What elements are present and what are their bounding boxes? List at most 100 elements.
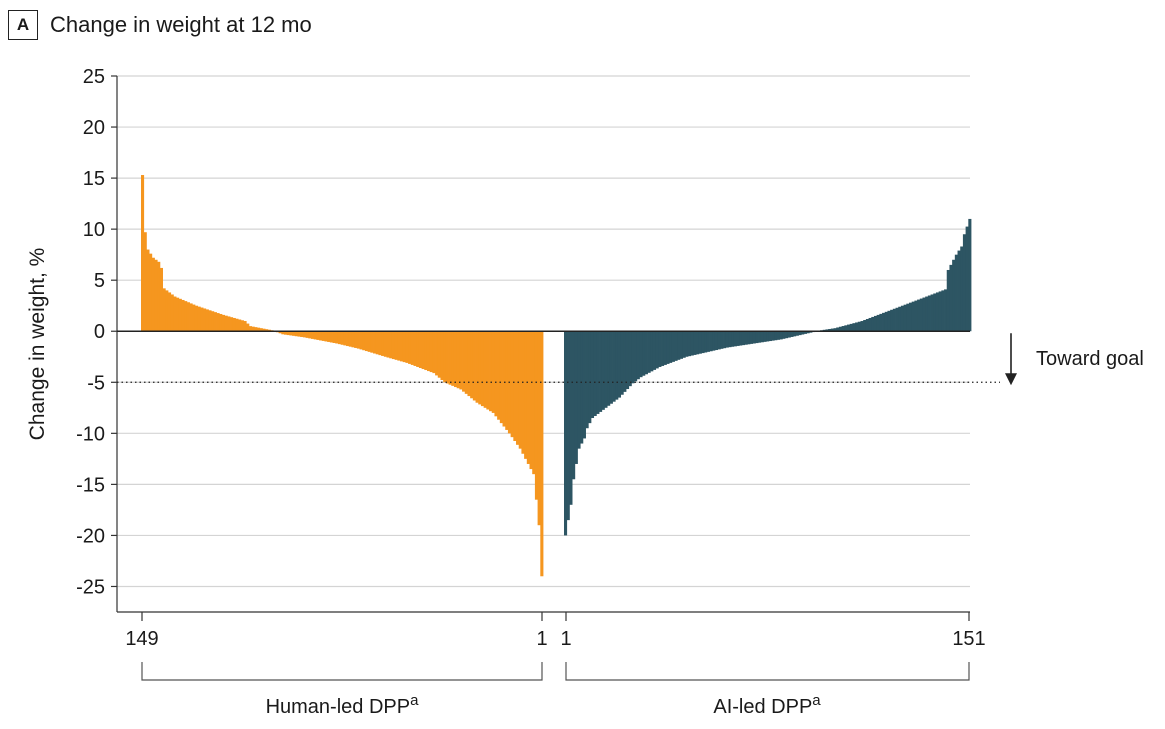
- human-bar: [532, 331, 536, 475]
- human-bar: [157, 261, 161, 332]
- ai-bar: [566, 331, 570, 521]
- human-bar: [159, 267, 163, 332]
- human-bar: [540, 331, 544, 577]
- ai-bar: [935, 292, 940, 332]
- x-tick-label: 151: [952, 628, 985, 650]
- ai-bar: [607, 331, 611, 406]
- human-bar: [332, 331, 336, 343]
- ai-bar: [741, 331, 745, 346]
- human-bar: [262, 328, 266, 332]
- ai-bar: [952, 259, 956, 332]
- y-tick-label: 0: [94, 321, 105, 343]
- ai-bar: [758, 331, 762, 343]
- human-bar: [534, 331, 539, 500]
- human-bar: [537, 331, 541, 526]
- ai-bar: [733, 331, 737, 347]
- ai-bar: [687, 331, 692, 357]
- human-bar: [367, 331, 371, 352]
- ai-bar: [690, 331, 694, 356]
- human-bar: [453, 331, 458, 388]
- human-bar: [297, 331, 301, 337]
- human-bar: [294, 331, 298, 337]
- ai-bar: [574, 331, 578, 464]
- human-bar: [248, 326, 253, 332]
- human-bar: [192, 304, 196, 332]
- human-bar: [491, 331, 495, 413]
- human-bar: [329, 331, 333, 343]
- ai-bar: [844, 325, 848, 332]
- ai-bar: [623, 331, 627, 392]
- ai-bar: [798, 331, 802, 336]
- ai-bar: [884, 311, 888, 332]
- ai-bar: [698, 331, 702, 354]
- human-group-bracket: [141, 662, 543, 681]
- ai-bar: [647, 331, 651, 373]
- human-bar: [143, 232, 147, 332]
- ai-bar: [685, 331, 689, 357]
- ai-bar: [768, 331, 772, 342]
- ai-bar: [890, 309, 894, 332]
- human-bar: [243, 321, 247, 332]
- ai-bar: [793, 331, 797, 337]
- ai-group-label-superscript: a: [812, 692, 821, 709]
- ai-bar: [612, 331, 616, 402]
- panel-letter: A: [8, 10, 38, 40]
- ai-bar: [919, 298, 923, 332]
- human-bar: [440, 331, 444, 380]
- human-bar: [197, 306, 201, 332]
- ai-bar: [892, 308, 896, 332]
- human-bar: [464, 331, 468, 394]
- ai-bar: [865, 318, 869, 332]
- ai-bar: [736, 331, 740, 346]
- ai-bar: [962, 234, 967, 332]
- ai-bar: [596, 331, 600, 414]
- human-bar: [381, 331, 385, 356]
- human-bar: [189, 303, 193, 332]
- ai-bar: [749, 331, 754, 344]
- ai-bar: [572, 331, 576, 480]
- y-tick-label: 5: [94, 270, 105, 292]
- human-bar: [467, 331, 471, 397]
- ai-bar: [860, 321, 864, 332]
- ai-bar: [709, 331, 713, 352]
- human-bar: [524, 331, 528, 459]
- ai-bar: [895, 307, 899, 332]
- ai-bar: [625, 331, 630, 390]
- ai-bar: [922, 297, 926, 332]
- human-bar: [424, 331, 428, 371]
- human-bar: [480, 331, 485, 407]
- ai-bar: [855, 322, 859, 332]
- ai-bar: [795, 331, 799, 336]
- human-bar: [208, 310, 212, 332]
- ai-bar: [679, 331, 683, 359]
- ai-bar: [720, 331, 724, 349]
- ai-bar: [830, 328, 834, 332]
- human-bar: [302, 331, 306, 338]
- ai-bar: [944, 289, 948, 332]
- ai-bar: [785, 331, 789, 339]
- human-bar: [408, 331, 412, 364]
- ai-bar: [771, 331, 775, 341]
- ai-bar: [876, 314, 880, 332]
- human-bar: [400, 331, 404, 362]
- ai-bar: [599, 331, 603, 412]
- human-bar: [211, 311, 215, 332]
- ai-bar: [774, 331, 778, 341]
- ai-bar: [696, 331, 700, 355]
- ai-bar: [728, 331, 732, 348]
- human-bar: [445, 331, 449, 384]
- human-bar: [216, 313, 220, 332]
- human-group-label-superscript: a: [410, 692, 419, 709]
- ai-bar: [871, 316, 875, 332]
- ai-bar: [588, 331, 592, 424]
- ai-bar: [900, 305, 905, 332]
- human-bar: [416, 331, 420, 367]
- x-tick-label: 149: [125, 628, 158, 650]
- human-bar: [165, 290, 169, 332]
- ai-bar: [760, 331, 764, 343]
- ai-bar: [957, 250, 961, 332]
- ai-bar: [731, 331, 735, 347]
- human-bar: [478, 331, 482, 405]
- human-bar: [186, 302, 190, 332]
- human-bar: [459, 331, 463, 390]
